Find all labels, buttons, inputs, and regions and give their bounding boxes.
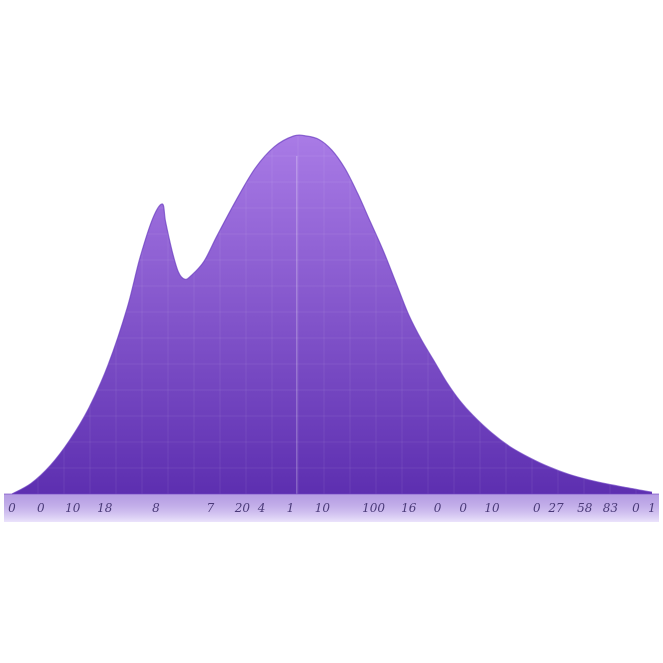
x-tick-label: 27 (547, 501, 564, 515)
x-tick-label: 0 (37, 501, 45, 515)
x-tick-label: 10 (65, 501, 81, 515)
x-tick-label: 10 (315, 501, 331, 515)
x-tick-label: 58 (577, 501, 593, 515)
x-tick-label: 0 (8, 501, 16, 515)
x-axis-ticks: 0 0 10 18 8 7 20 4 1 10 100 16 0 0 10 0 27 58 83 0 1 (8, 501, 656, 515)
x-tick-label: 10 (484, 501, 500, 515)
x-tick-label: 83 (603, 501, 619, 515)
area-series (11, 134, 653, 495)
x-tick-label: 0 (632, 501, 640, 515)
x-tick-label: 0 (533, 501, 541, 515)
x-tick-label: 1 (287, 501, 295, 515)
x-tick-label: 4 (257, 501, 266, 515)
x-axis-band-rect (4, 494, 659, 522)
x-tick-label: 7 (207, 501, 215, 515)
area-edge-line (11, 134, 653, 495)
x-tick-label: 16 (401, 501, 417, 515)
x-tick-label: 20 (234, 501, 251, 515)
x-tick-label: 0 (434, 501, 442, 515)
x-tick-label: 100 (362, 501, 385, 515)
x-tick-label: 8 (152, 501, 160, 515)
x-tick-label: 1 (648, 501, 656, 515)
x-tick-label: 18 (97, 501, 113, 515)
area-fill (12, 135, 652, 494)
x-axis-band (4, 493, 659, 522)
x-tick-label: 0 (459, 501, 467, 515)
